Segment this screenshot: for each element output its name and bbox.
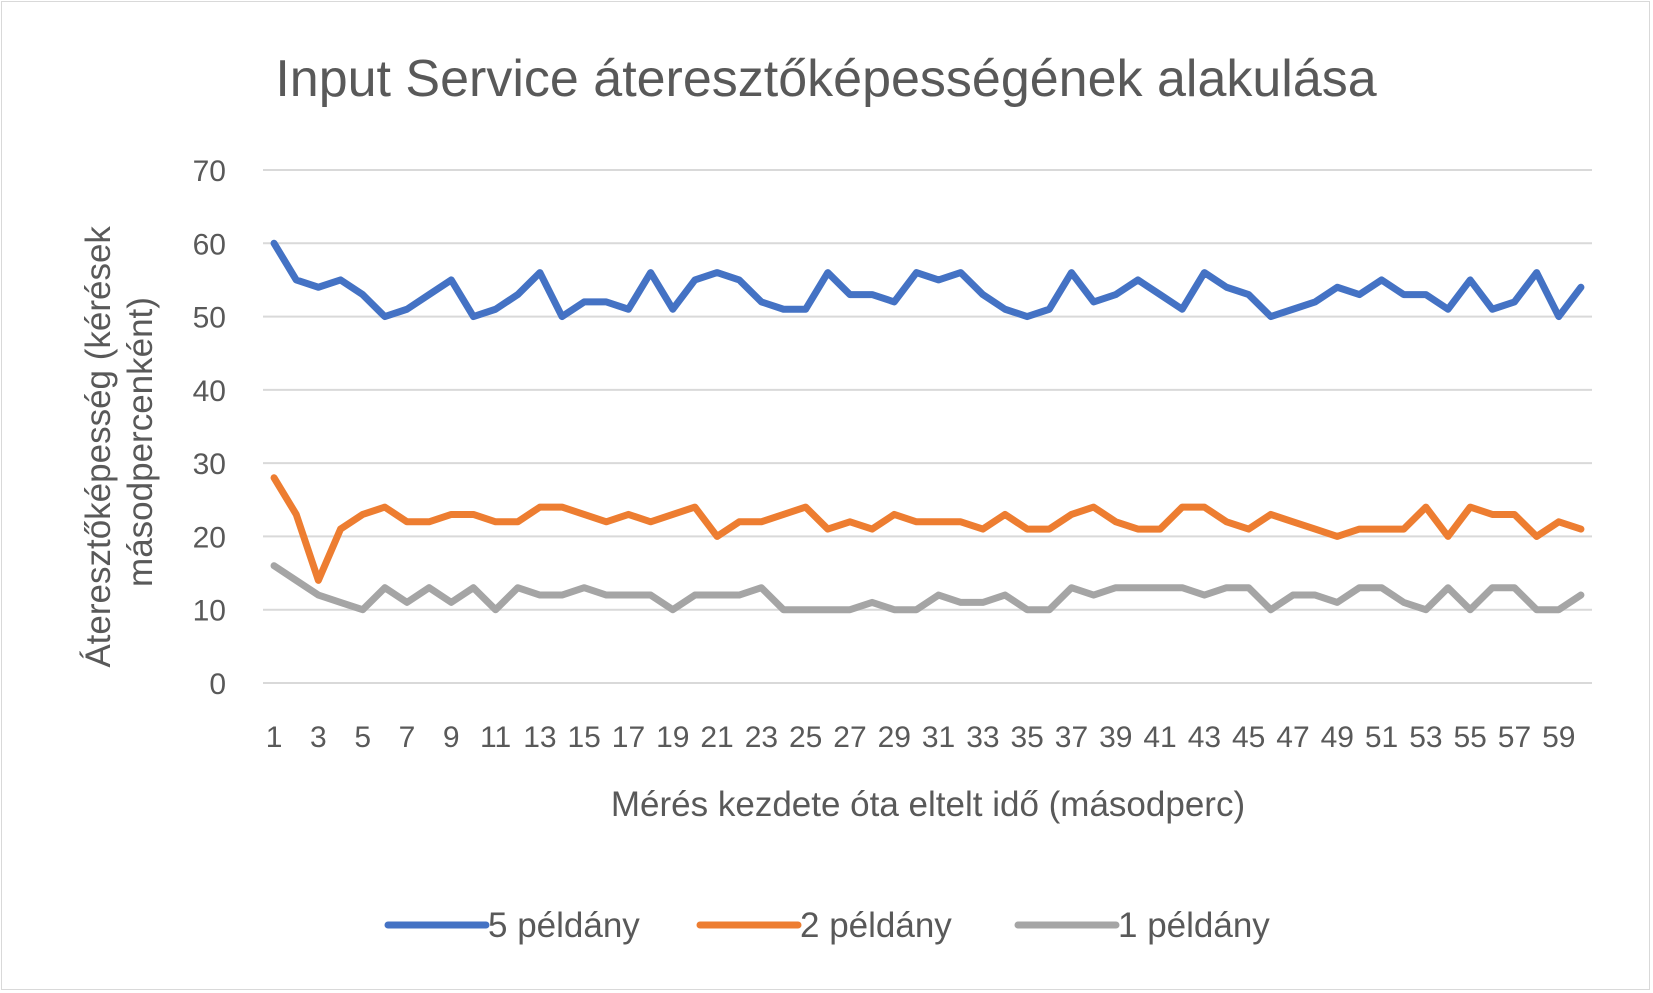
x-tick-label: 31 [922, 721, 955, 754]
y-tick-label: 20 [193, 521, 226, 554]
x-axis-ticks: 1 3 5 7 9 11 13 15 17 19 21 23 25 27 29 31 33 35 37 39 41 43 4… [266, 721, 1576, 754]
x-tick-label: 5 [354, 721, 371, 754]
legend-label-2: 2 példány [800, 906, 952, 945]
x-tick-label: 43 [1188, 721, 1221, 754]
legend-label-3: 1 példány [1118, 906, 1270, 945]
y-tick-label: 70 [193, 155, 226, 188]
y-tick-label: 0 [209, 668, 226, 701]
y-axis-ticks: 0 10 20 30 40 50 60 70 [193, 155, 226, 701]
x-tick-label: 39 [1099, 721, 1132, 754]
x-tick-label: 7 [399, 721, 416, 754]
x-tick-label: 27 [833, 721, 866, 754]
series-line-1 [270, 239, 1585, 321]
legend: 5 példány 2 példány 1 példány [384, 906, 1270, 945]
y-tick-label: 30 [193, 448, 226, 481]
x-tick-label: 15 [567, 721, 600, 754]
x-tick-label: 19 [656, 721, 689, 754]
series-line-3 [270, 562, 1585, 614]
series-line-2 [270, 474, 1585, 584]
y-tick-label: 50 [193, 302, 226, 335]
y-tick-label: 40 [193, 375, 226, 408]
x-tick-label: 33 [966, 721, 999, 754]
x-tick-label: 55 [1453, 721, 1486, 754]
y-axis-title-line2: másodpercenként) [121, 297, 160, 587]
x-tick-label: 3 [310, 721, 327, 754]
x-tick-label: 13 [523, 721, 556, 754]
x-tick-label: 59 [1542, 721, 1575, 754]
x-tick-label: 23 [745, 721, 778, 754]
x-tick-label: 41 [1143, 721, 1176, 754]
y-tick-label: 10 [193, 595, 226, 628]
x-tick-label: 1 [266, 721, 283, 754]
series-lines [270, 239, 1585, 614]
x-tick-label: 25 [789, 721, 822, 754]
x-tick-label: 53 [1409, 721, 1442, 754]
x-tick-label: 49 [1321, 721, 1354, 754]
x-tick-label: 57 [1498, 721, 1531, 754]
x-tick-label: 29 [878, 721, 911, 754]
x-tick-label: 51 [1365, 721, 1398, 754]
x-tick-label: 17 [612, 721, 645, 754]
legend-label-1: 5 példány [488, 906, 640, 945]
x-tick-label: 11 [480, 721, 511, 754]
x-tick-label: 37 [1055, 721, 1088, 754]
y-axis-title: Áteresztőképesség (kérések másodpercenké… [79, 216, 160, 667]
x-tick-label: 9 [443, 721, 460, 754]
y-axis-title-line1: Áteresztőképesség (kérések [79, 226, 118, 668]
x-tick-label: 45 [1232, 721, 1265, 754]
x-tick-label: 21 [700, 721, 733, 754]
x-tick-label: 47 [1276, 721, 1309, 754]
chart-title: Input Service áteresztőképességének alak… [275, 50, 1376, 108]
gridlines [263, 169, 1592, 684]
y-tick-label: 60 [193, 228, 226, 261]
x-axis-title: Mérés kezdete óta eltelt idő (másodperc) [611, 785, 1245, 824]
x-tick-label: 35 [1010, 721, 1043, 754]
